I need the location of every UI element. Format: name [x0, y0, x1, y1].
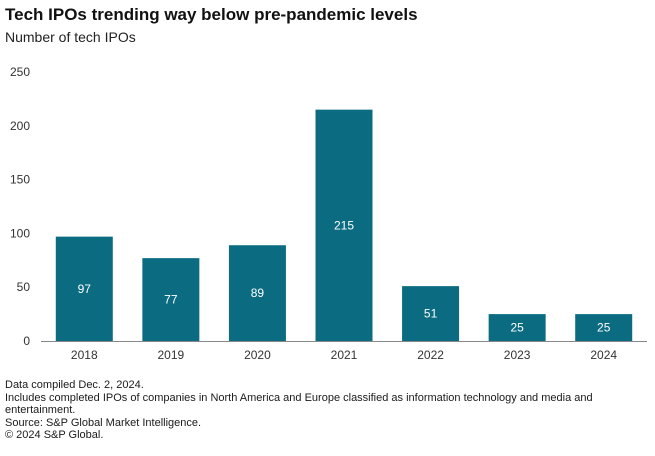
- y-tick-label-5: 250: [10, 65, 30, 79]
- bar-2021: [315, 109, 373, 341]
- footnote-data-compiled: Data compiled Dec. 2, 2024.: [5, 379, 144, 391]
- x-tick-label-2022: 2022: [417, 348, 444, 362]
- x-tick-label-2024: 2024: [590, 348, 617, 362]
- footnote-copyright: © 2024 S&P Global.: [5, 429, 104, 441]
- y-tick-label-3: 150: [10, 173, 30, 187]
- chart-title: Tech IPOs trending way below pre-pandemi…: [5, 5, 418, 24]
- bar-2019: [142, 258, 200, 341]
- x-tick-label-2021: 2021: [331, 348, 358, 362]
- x-tick-label-2019: 2019: [158, 348, 185, 362]
- bar-2022: [402, 286, 460, 341]
- y-tick-label-1: 50: [17, 280, 31, 294]
- data-label-2024: 25: [597, 321, 611, 335]
- x-tick-label-2023: 2023: [504, 348, 531, 362]
- footnote-scope: Includes completed IPOs of companies in …: [5, 391, 593, 417]
- footnote-source: Source: S&P Global Market Intelligence.: [5, 416, 202, 429]
- footnotes: Data compiled Dec. 2, 2024. Includes com…: [5, 379, 645, 442]
- bar-2024: [575, 314, 633, 341]
- bar-2023: [488, 314, 546, 341]
- data-label-2022: 51: [424, 307, 438, 321]
- data-label-2019: 77: [164, 293, 178, 307]
- y-tick-label-2: 100: [10, 226, 30, 240]
- data-label-2023: 25: [510, 321, 524, 335]
- y-tick-label-4: 200: [10, 119, 30, 133]
- bar-2018: [55, 236, 113, 341]
- bar-2020: [228, 245, 286, 341]
- x-tick-label-2018: 2018: [71, 348, 98, 362]
- x-tick-label-2020: 2020: [244, 348, 271, 362]
- chart-subtitle: Number of tech IPOs: [5, 29, 136, 45]
- data-label-2021: 215: [334, 218, 354, 232]
- data-label-2018: 97: [78, 282, 92, 296]
- data-label-2020: 89: [251, 286, 265, 300]
- bar-chart: 0 50 100 150 200 250 97 2018 77 2019 89 2020 215 2021…: [10, 65, 647, 362]
- y-tick-label-0: 0: [23, 334, 30, 348]
